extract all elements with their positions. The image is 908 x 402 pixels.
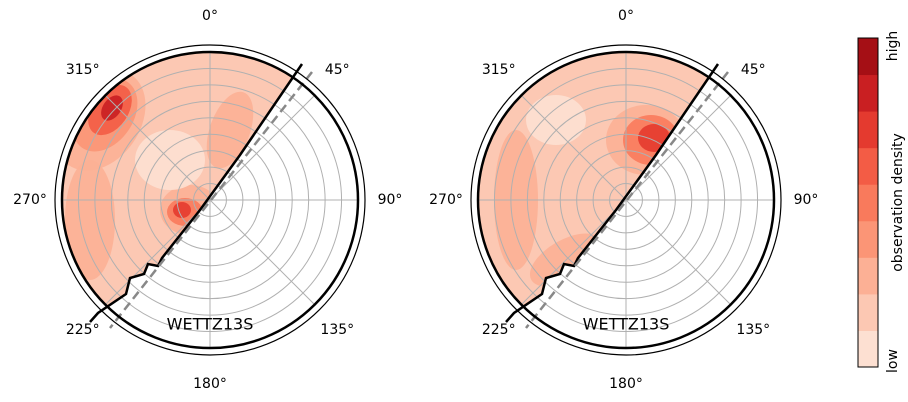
density-contour <box>526 95 586 145</box>
angle-grid-line <box>625 94 732 201</box>
colorbar-swatch <box>858 293 878 331</box>
angle-tick-label: 270° <box>13 192 47 208</box>
angle-grid-line <box>209 94 316 201</box>
angle-tick-label: 135° <box>736 322 770 338</box>
colorbar-swatch <box>858 184 878 222</box>
density-contour <box>101 95 123 121</box>
angle-tick-label: 315° <box>482 62 516 78</box>
angle-tick-label: 135° <box>320 322 354 338</box>
colorbar-swatch <box>858 38 878 76</box>
polar-chart: 0° 45° 90° 135° 180° 225° 270° 315° WETTZ13S <box>13 8 403 392</box>
colorbar-swatch <box>858 111 878 149</box>
angle-tick-label: 180° <box>609 376 643 392</box>
angle-tick-label: 45° <box>741 62 766 78</box>
dashed-limit-line <box>109 71 313 329</box>
inner-frame <box>476 50 776 350</box>
colorbar-swatch <box>858 257 878 295</box>
angle-tick-label: 180° <box>193 376 227 392</box>
density-observed <box>62 52 340 348</box>
density-area <box>62 52 340 348</box>
angle-tick-label: 45° <box>325 62 350 78</box>
angle-grid-line <box>209 199 316 306</box>
density-observed <box>478 52 756 348</box>
colorbar-min-label: low <box>885 349 901 373</box>
density-contour <box>206 91 254 169</box>
angle-tick-label: 90° <box>378 192 403 208</box>
angle-tick-label: 225° <box>482 322 516 338</box>
colorbar-swatch <box>858 147 878 185</box>
angle-tick-label: 0° <box>202 8 218 24</box>
angle-tick-label: 315° <box>66 62 100 78</box>
inner-frame <box>60 50 360 350</box>
angle-grid-line <box>104 94 211 201</box>
dashed-limit-line <box>525 71 729 329</box>
angle-grid-line <box>625 199 732 306</box>
angle-tick-label: 270° <box>429 192 463 208</box>
polar-chart: 0° 45° 90° 135° 180° 225° 270° 315° WETTZ13S <box>429 8 818 392</box>
angle-tick-label: 225° <box>66 322 100 338</box>
colorbar-frame <box>857 37 879 368</box>
outer-frame <box>54 44 366 356</box>
angle-tick-label: 90° <box>794 192 819 208</box>
density-contour <box>173 202 191 218</box>
colorbar-max-label: high <box>885 31 901 62</box>
density-area <box>478 52 756 348</box>
angle-tick-label: 0° <box>618 8 634 24</box>
horizon-mask-line <box>89 63 304 323</box>
colorbar-title: observation density <box>890 133 906 272</box>
angle-grid-line <box>520 94 627 201</box>
station-label: WETTZ13S <box>167 315 254 334</box>
horizon-mask-line <box>505 63 720 323</box>
density-contour <box>65 160 115 280</box>
colorbar-swatch <box>858 220 878 258</box>
colorbar-swatch <box>858 74 878 112</box>
outer-frame <box>470 44 782 356</box>
station-label: WETTZ13S <box>583 315 670 334</box>
colorbar-swatch <box>858 330 878 368</box>
colorbar: high low observation density <box>857 31 906 373</box>
